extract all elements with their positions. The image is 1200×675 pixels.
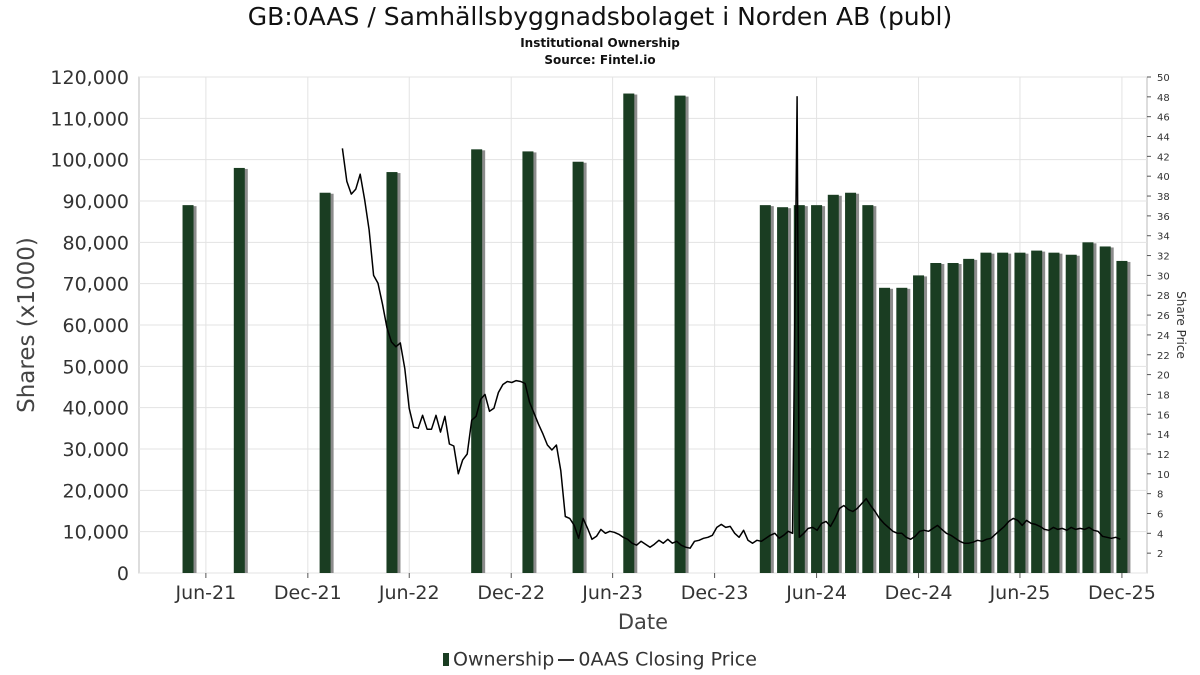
x-axis-label: Date — [618, 610, 668, 634]
y-tick-label: 0 — [117, 563, 129, 585]
y2-tick-label: 12 — [1157, 450, 1170, 461]
ownership-bar — [879, 287, 891, 573]
y2-tick-label: 20 — [1157, 371, 1170, 382]
bar-layer — [182, 93, 1131, 574]
chart-title: GB:0AAS / Samhällsbyggnadsbolaget i Nord… — [247, 2, 953, 31]
ownership-bar — [233, 167, 245, 573]
y-tick-label: 20,000 — [63, 480, 129, 502]
ownership-bar — [319, 192, 331, 573]
ownership-bar — [1031, 250, 1043, 573]
y-tick-label: 90,000 — [63, 191, 129, 213]
ownership-bar — [980, 252, 992, 573]
x-tick-label: Jun-25 — [989, 582, 1051, 604]
y2-tick-label: 6 — [1157, 509, 1163, 520]
x-tick-label: Jun-23 — [581, 582, 643, 604]
ownership-bar — [1099, 246, 1111, 573]
y2-axis-label: Share Price — [1174, 291, 1188, 359]
ownership-bar — [674, 95, 686, 573]
y2-tick-label: 14 — [1157, 430, 1170, 441]
y-tick-label: 10,000 — [63, 522, 129, 544]
ownership-bar — [471, 149, 483, 574]
ownership-bar — [1048, 252, 1060, 573]
y2-tick-label: 50 — [1157, 73, 1170, 84]
ownership-bar — [811, 205, 823, 573]
chart-legend: Ownership 0AAS Closing Price — [0, 648, 1200, 671]
price-line — [341, 96, 1121, 549]
ownership-chart: 0 10,000 20,000 30,000 40,000 50,000 60,000 70,… — [14, 67, 1188, 634]
y-tick-label: 120,000 — [50, 67, 129, 89]
ownership-bar — [1082, 242, 1094, 574]
ownership-bar — [777, 207, 789, 573]
y2-tick-label: 42 — [1157, 152, 1170, 163]
y2-tick-label: 4 — [1157, 529, 1163, 540]
ownership-bar — [947, 263, 959, 573]
y2-tick-label: 22 — [1157, 351, 1170, 362]
y2-tick-label: 18 — [1157, 390, 1170, 401]
y-tick-label: 50,000 — [63, 356, 129, 378]
x-tick-label: Dec-23 — [681, 582, 749, 604]
ownership-bar — [1014, 252, 1026, 573]
ownership-bar — [386, 172, 398, 574]
price-legend-label: 0AAS Closing Price — [578, 648, 757, 671]
ownership-bar — [522, 151, 534, 573]
y2-tick-label: 2 — [1157, 549, 1163, 560]
y-tick-label: 70,000 — [63, 274, 129, 296]
y2-tick-label: 40 — [1157, 172, 1170, 183]
price-line-layer — [341, 96, 1121, 549]
y-tick-label: 60,000 — [63, 315, 129, 337]
y-tick-label: 80,000 — [63, 232, 129, 254]
ownership-legend-swatch — [443, 653, 450, 666]
y2-tick-label: 48 — [1157, 93, 1170, 104]
x-tick-label: Jun-21 — [174, 582, 236, 604]
y-axis-label: Shares (x1000) — [14, 237, 40, 413]
ownership-bar — [862, 205, 874, 573]
x-tick-label: Dec-24 — [885, 582, 953, 604]
ownership-bar — [572, 161, 584, 573]
y2-tick-label: 34 — [1157, 232, 1170, 243]
y-tick-label: 30,000 — [63, 439, 129, 461]
y2-tick-label: 28 — [1157, 291, 1170, 302]
x-tick-label: Jun-22 — [378, 582, 440, 604]
x-tick-label: Dec-22 — [477, 582, 545, 604]
ownership-bar — [827, 194, 839, 574]
ownership-bar — [182, 205, 194, 573]
ownership-bar — [1116, 260, 1128, 573]
y2-tick-label: 36 — [1157, 212, 1170, 223]
x-tick-label: Dec-25 — [1088, 582, 1156, 604]
y2-tick-label: 24 — [1157, 331, 1170, 342]
ownership-bar — [845, 192, 857, 573]
ownership-bar — [963, 258, 975, 573]
ownership-bar — [896, 287, 908, 573]
chart-subtitle: Institutional Ownership — [520, 36, 680, 50]
ownership-bar — [913, 275, 925, 573]
x-tick-label: Jun-24 — [785, 582, 847, 604]
grid-layer — [138, 76, 1148, 574]
ownership-bar — [930, 263, 942, 573]
chart-source: Source: Fintel.io — [544, 53, 656, 67]
y2-tick-label: 32 — [1157, 252, 1170, 263]
ownership-legend-label: Ownership — [453, 648, 555, 671]
y2-tick-label: 16 — [1157, 410, 1170, 421]
y2-tick-label: 30 — [1157, 271, 1170, 282]
ownership-bar — [997, 252, 1009, 573]
x-tick-label: Dec-21 — [274, 582, 342, 604]
ownership-bar — [623, 93, 635, 574]
ownership-bar — [1065, 254, 1077, 573]
y2-tick-label: 26 — [1157, 311, 1170, 322]
y2-tick-label: 10 — [1157, 470, 1170, 481]
y2-tick-label: 44 — [1157, 133, 1170, 144]
y2-tick-label: 38 — [1157, 192, 1170, 203]
y-tick-label: 40,000 — [63, 398, 129, 420]
y2-tick-label: 46 — [1157, 113, 1170, 124]
axis-layer: 0 10,000 20,000 30,000 40,000 50,000 60,000 70,… — [50, 67, 1169, 604]
y-tick-label: 110,000 — [50, 108, 129, 130]
y-tick-label: 100,000 — [50, 150, 129, 172]
price-legend-swatch — [558, 658, 575, 661]
ownership-bar — [759, 205, 771, 573]
y2-tick-label: 8 — [1157, 490, 1163, 501]
